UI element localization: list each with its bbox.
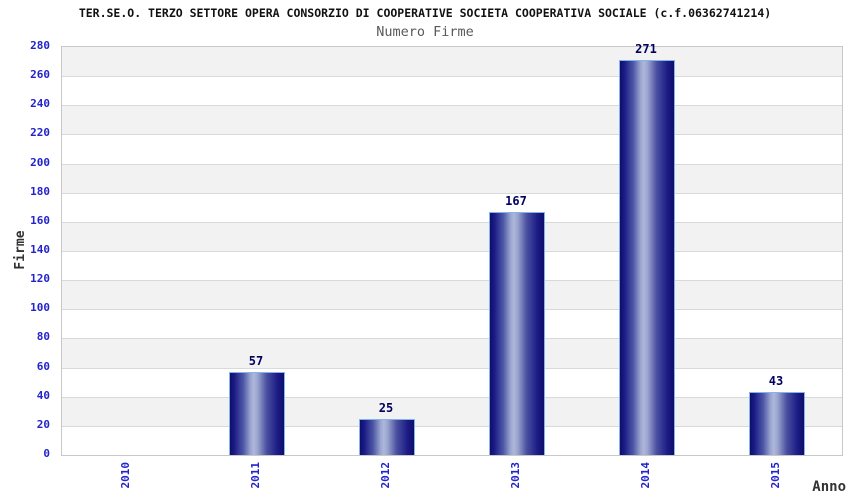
y-tick-label: 280 [30, 39, 50, 52]
gridline [62, 221, 842, 223]
y-tick-label: 180 [30, 184, 50, 198]
chart-subtitle: Numero Firme [376, 24, 474, 40]
x-tick-label-2013: 2013 [509, 462, 522, 489]
grid-band [62, 163, 842, 193]
gridline [62, 163, 842, 165]
y-tick-label: 80 [36, 330, 50, 344]
grid-band [62, 221, 842, 251]
gridline [62, 105, 842, 107]
bar-2011 [229, 371, 285, 455]
plot-area [61, 46, 843, 456]
gridline [62, 425, 842, 427]
grid-band [62, 338, 842, 368]
gridline [62, 309, 842, 311]
gridline [62, 396, 842, 398]
bar-2013 [489, 211, 545, 455]
grid-band [62, 105, 842, 135]
chart-title: TER.SE.O. TERZO SETTORE OPERA CONSORZIO … [78, 6, 772, 20]
y-tick-label: 40 [36, 388, 50, 402]
x-tick-label-2011: 2011 [249, 462, 262, 489]
x-tick-label-2014: 2014 [639, 462, 652, 489]
gridline [62, 338, 842, 340]
bar-value-label-2013: 167 [505, 193, 527, 208]
bar-value-label-2015: 43 [768, 374, 784, 389]
x-axis-title: Anno [812, 479, 846, 495]
gridline [62, 192, 842, 194]
gridline [62, 76, 842, 78]
x-tick-label-2015: 2015 [769, 462, 782, 489]
bar-2014 [619, 60, 675, 455]
bar-2012 [359, 418, 415, 455]
y-tick-label: 160 [30, 213, 50, 227]
y-tick-label: 200 [30, 155, 50, 169]
x-tick-label-2010: 2010 [119, 462, 132, 489]
y-tick-label: 240 [30, 97, 50, 111]
y-tick-label: 0 [43, 447, 50, 460]
grid-band [62, 280, 842, 310]
gridline [62, 367, 842, 369]
y-tick-label: 220 [30, 126, 50, 140]
grid-band [62, 396, 842, 426]
x-tick-label-2012: 2012 [379, 462, 392, 489]
bar-value-label-2012: 25 [378, 400, 394, 415]
y-tick-label: 60 [36, 359, 50, 373]
grid-band [62, 47, 842, 77]
y-tick-label: 100 [30, 301, 50, 315]
gridline [62, 251, 842, 252]
y-tick-label: 120 [30, 272, 50, 286]
gridline [62, 280, 842, 282]
y-tick-label: 140 [30, 243, 50, 256]
y-tick-label: 260 [30, 68, 50, 82]
bar-value-label-2014: 271 [635, 42, 657, 57]
bar-value-label-2011: 57 [248, 353, 264, 368]
y-tick-label: 20 [36, 417, 50, 431]
gridline [62, 134, 842, 136]
bar-2015 [749, 392, 805, 455]
